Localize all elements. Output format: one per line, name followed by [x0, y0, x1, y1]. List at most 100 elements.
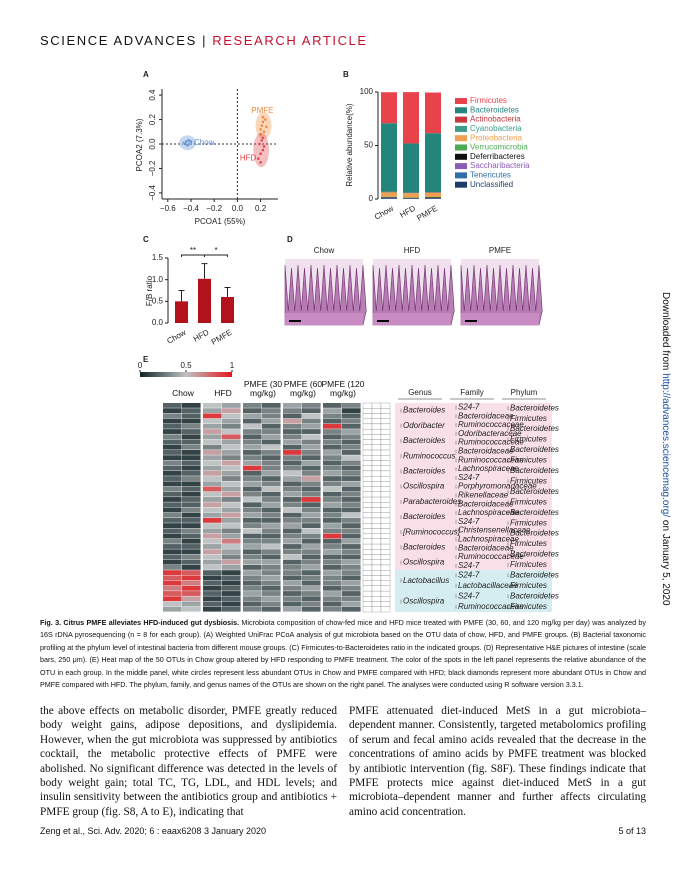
heatmap-cell — [323, 429, 342, 434]
heatmap-cell — [323, 528, 342, 534]
page-number: 5 of 13 — [618, 826, 646, 836]
heatmap-cell — [262, 559, 281, 565]
legend-label: Tenericutes — [470, 171, 511, 180]
x-tick-label: −0.2 — [206, 204, 222, 213]
heatmap-cell — [243, 450, 262, 455]
heatmap-cell — [222, 470, 241, 476]
comparison-cell — [380, 512, 391, 519]
heatmap-cell — [203, 418, 222, 424]
heatmap-cell — [283, 481, 302, 487]
heatmap-cell — [262, 403, 281, 408]
x-axis-label: PCOA1 (55%) — [195, 217, 246, 226]
histology-base — [285, 313, 363, 325]
heatmap-cell — [302, 564, 321, 570]
point — [264, 125, 269, 129]
comparison-cell — [362, 481, 373, 487]
point — [257, 142, 262, 146]
heatmap-cell — [283, 523, 302, 528]
heatmap-cell — [262, 585, 281, 591]
heatmap-cell — [182, 434, 201, 440]
heatmap-cell — [323, 497, 342, 502]
heatmap-cell — [302, 450, 321, 455]
heatmap-cell — [182, 413, 201, 419]
heatmap-cell — [243, 502, 262, 508]
legend-swatch — [455, 153, 467, 160]
point — [261, 120, 265, 124]
separator: | — [202, 33, 208, 48]
legend-swatch — [455, 181, 467, 188]
heatmap-cell — [182, 403, 201, 408]
comparison-cell — [380, 465, 391, 472]
heatmap-cell — [163, 591, 182, 596]
heatmap-cell — [342, 606, 361, 612]
heatmap-cell — [323, 434, 342, 440]
heatmap-cell — [262, 450, 281, 455]
heatmap-cell — [302, 512, 321, 518]
heatmap-cell — [163, 413, 182, 419]
heatmap-cell — [283, 591, 302, 596]
heatmap-cell — [283, 460, 302, 466]
annotation-phylum: Bacteroidetes — [510, 508, 559, 517]
heatmap-cell — [243, 564, 262, 570]
bar-segment — [403, 143, 419, 193]
comparison-cell — [362, 559, 373, 566]
heatmap-cell — [342, 413, 361, 419]
heatmap-cell — [182, 476, 201, 481]
heatmap-cell — [283, 465, 302, 471]
heatmap-cell — [323, 549, 342, 555]
heatmap-cell — [243, 418, 262, 424]
heatmap-cell — [182, 491, 201, 497]
annotation-genus: Ruminococcus — [403, 451, 455, 460]
comparison-cell — [380, 507, 391, 513]
heatmap-cell — [243, 512, 262, 518]
heatmap-cell — [302, 502, 321, 508]
heatmap-cell — [323, 585, 342, 591]
legend-label: Proteobacteria — [470, 133, 523, 142]
heatmap-cell — [222, 434, 241, 440]
y-tick-label: 1.5 — [152, 253, 164, 262]
comparison-cell — [380, 554, 391, 560]
caption: Fig. 3. Citrus PMFE alleviates HFD-induc… — [40, 617, 646, 691]
comparison-cell — [380, 533, 391, 539]
annotation-phylum: Bacteroidetes — [510, 403, 559, 412]
bar — [221, 297, 234, 323]
heatmap-cell — [222, 570, 241, 576]
comparison-cell — [362, 470, 373, 477]
heatmap-cell — [203, 403, 222, 408]
comparison-cell — [362, 413, 373, 419]
heatmap-cell — [222, 491, 241, 497]
heatmap-cell — [323, 523, 342, 528]
heatmap-cell — [302, 439, 321, 445]
comparison-cell — [362, 512, 373, 519]
heatmap-cell — [323, 486, 342, 492]
heatmap-cell — [222, 418, 241, 424]
comparison-cell — [380, 439, 391, 445]
heatmap-cell — [243, 538, 262, 544]
heatmap-cell — [262, 606, 281, 612]
heatmap-cell — [342, 580, 361, 586]
panel-label: D — [287, 235, 293, 244]
comparison-cell — [380, 502, 391, 508]
heatmap-cell — [222, 585, 241, 591]
x-tick-label: PMFE — [210, 328, 234, 347]
heatmap-cell — [302, 575, 321, 581]
y-tick-label: 0 — [369, 194, 374, 203]
heatmap-cell — [262, 418, 281, 424]
comparison-cell — [362, 554, 373, 560]
heatmap-cell — [182, 481, 201, 487]
comparison-cell — [362, 533, 373, 539]
annotation-phylum: Firmicutes — [510, 560, 547, 569]
heatmap-cell — [323, 450, 342, 455]
heatmap-cell — [163, 434, 182, 440]
legend-swatch — [455, 125, 467, 132]
annotation-family: Ruminococcaceae — [458, 438, 524, 447]
image-title: PMFE — [489, 246, 511, 255]
y-tick-label: 0.5 — [152, 296, 164, 305]
annotation-phylum: Firmicutes — [510, 602, 547, 611]
heatmap-cell — [302, 570, 321, 576]
annotation-genus: Bacteroides — [403, 467, 445, 476]
comparison-cell — [371, 507, 382, 513]
bar-segment — [425, 192, 441, 198]
note-url[interactable]: http://advances.sciencemag.org/ — [660, 373, 671, 518]
heatmap-cell — [243, 434, 262, 440]
